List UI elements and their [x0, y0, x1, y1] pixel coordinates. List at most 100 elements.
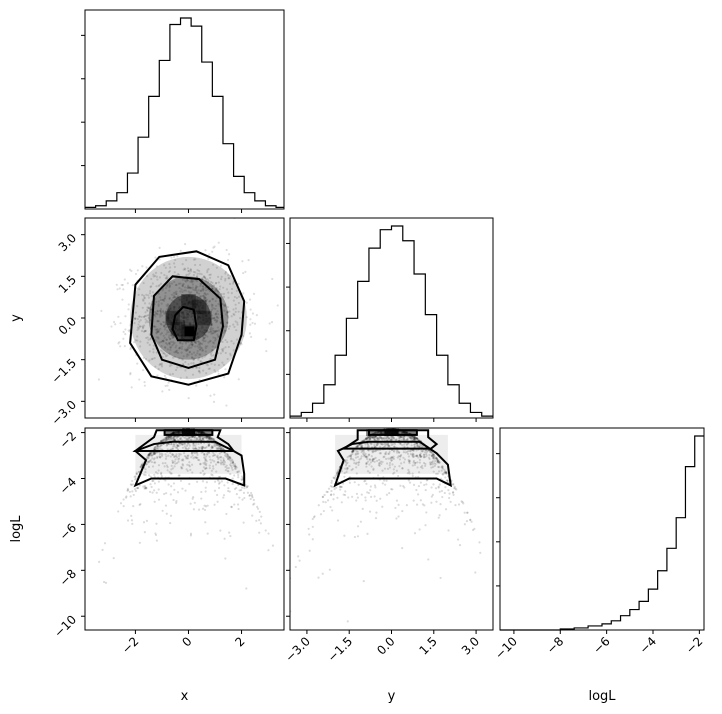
scatter-point [354, 462, 358, 465]
scatter-point [212, 438, 215, 441]
scatter-point [190, 451, 194, 455]
scatter-point [156, 313, 159, 316]
scatter-point [352, 450, 355, 453]
scatter-point [385, 437, 388, 440]
scatter-point [146, 309, 149, 313]
scatter-point [146, 321, 150, 324]
scatter-point [340, 485, 343, 489]
scatter-point [184, 447, 187, 450]
scatter-point [208, 438, 211, 441]
scatter-point [380, 442, 383, 445]
scatter-point [236, 503, 240, 506]
scatter-point [384, 457, 388, 460]
scatter-point [440, 469, 443, 472]
scatter-point [432, 483, 435, 486]
scatter-point [176, 255, 179, 258]
scatter-point [138, 378, 141, 381]
scatter-point [118, 341, 121, 344]
scatter-point [422, 461, 426, 465]
scatter-point [146, 456, 150, 459]
scatter-point [168, 470, 171, 473]
scatter-point [473, 527, 476, 530]
scatter-point [368, 437, 372, 440]
scatter-point [186, 348, 189, 351]
scatter-point [241, 498, 244, 501]
y-histogram-bar [470, 412, 481, 418]
scatter-point [162, 438, 166, 441]
scatter-point [229, 534, 232, 538]
scatter-point [164, 462, 167, 465]
scatter-point [446, 479, 449, 482]
scatter-point [413, 436, 416, 439]
scatter-point [452, 490, 455, 494]
scatter-point [117, 510, 120, 513]
scatter-point [233, 463, 237, 466]
scatter-point [403, 445, 406, 448]
scatter-point [231, 459, 234, 462]
logL-histogram-bar [695, 436, 704, 630]
scatter-point [209, 435, 212, 439]
scatter-point [479, 551, 482, 554]
scatter-point [147, 454, 150, 457]
scatter-point [152, 453, 155, 456]
scatter-point [170, 256, 173, 259]
scatter-point [428, 453, 431, 457]
y-histogram-step-line [290, 225, 493, 417]
scatter-point [235, 466, 238, 469]
scatter-point [131, 284, 134, 287]
scatter-point [199, 312, 203, 315]
scatter-point [201, 313, 204, 317]
scatter-point [419, 499, 422, 502]
scatter-point [122, 330, 125, 334]
y-axis-bottom-tick-label: 1.5 [417, 634, 440, 657]
scatter-point [179, 342, 182, 345]
y-histogram-bar [380, 230, 391, 418]
scatter-point [364, 437, 367, 440]
scatter-point [212, 307, 215, 310]
x-vs-logL-frame [84, 427, 285, 631]
scatter-point [153, 325, 156, 328]
scatter-point [242, 292, 245, 295]
scatter-point [199, 359, 202, 363]
scatter-point [217, 372, 220, 376]
scatter-point [388, 436, 391, 439]
scatter-point [412, 437, 415, 440]
scatter-point [453, 487, 456, 490]
scatter-point [162, 309, 165, 312]
scatter-point [349, 457, 353, 460]
scatter-point [168, 289, 171, 292]
y-axis-bottom-tick-label: 0.0 [374, 634, 397, 657]
scatter-point [180, 300, 184, 304]
scatter-point [156, 445, 159, 448]
scatter-point [167, 304, 170, 307]
scatter-point [188, 286, 191, 289]
scatter-point [351, 449, 354, 452]
scatter-point [143, 484, 146, 488]
scatter-point [181, 458, 184, 461]
scatter-point [195, 275, 199, 279]
scatter-point [179, 330, 182, 333]
scatter-point [189, 534, 193, 537]
scatter-point [197, 340, 200, 343]
scatter-point [139, 319, 142, 322]
scatter-point [195, 310, 198, 313]
scatter-point [203, 453, 206, 456]
scatter-point [204, 345, 207, 348]
scatter-point [360, 444, 364, 448]
x-histogram-bar [149, 96, 160, 209]
scatter-point [141, 298, 145, 301]
scatter-point [382, 456, 385, 459]
scatter-point [345, 468, 349, 471]
scatter-point [181, 319, 185, 322]
scatter-point [159, 282, 163, 285]
scatter-point [416, 493, 420, 496]
scatter-point [134, 489, 138, 493]
scatter-point [194, 298, 197, 301]
scatter-point [411, 472, 414, 475]
scatter-point [183, 320, 186, 323]
scatter-point [177, 474, 180, 477]
scatter-point [252, 498, 255, 502]
scatter-point [196, 269, 199, 272]
scatter-point [172, 335, 175, 339]
scatter-point [380, 436, 383, 439]
